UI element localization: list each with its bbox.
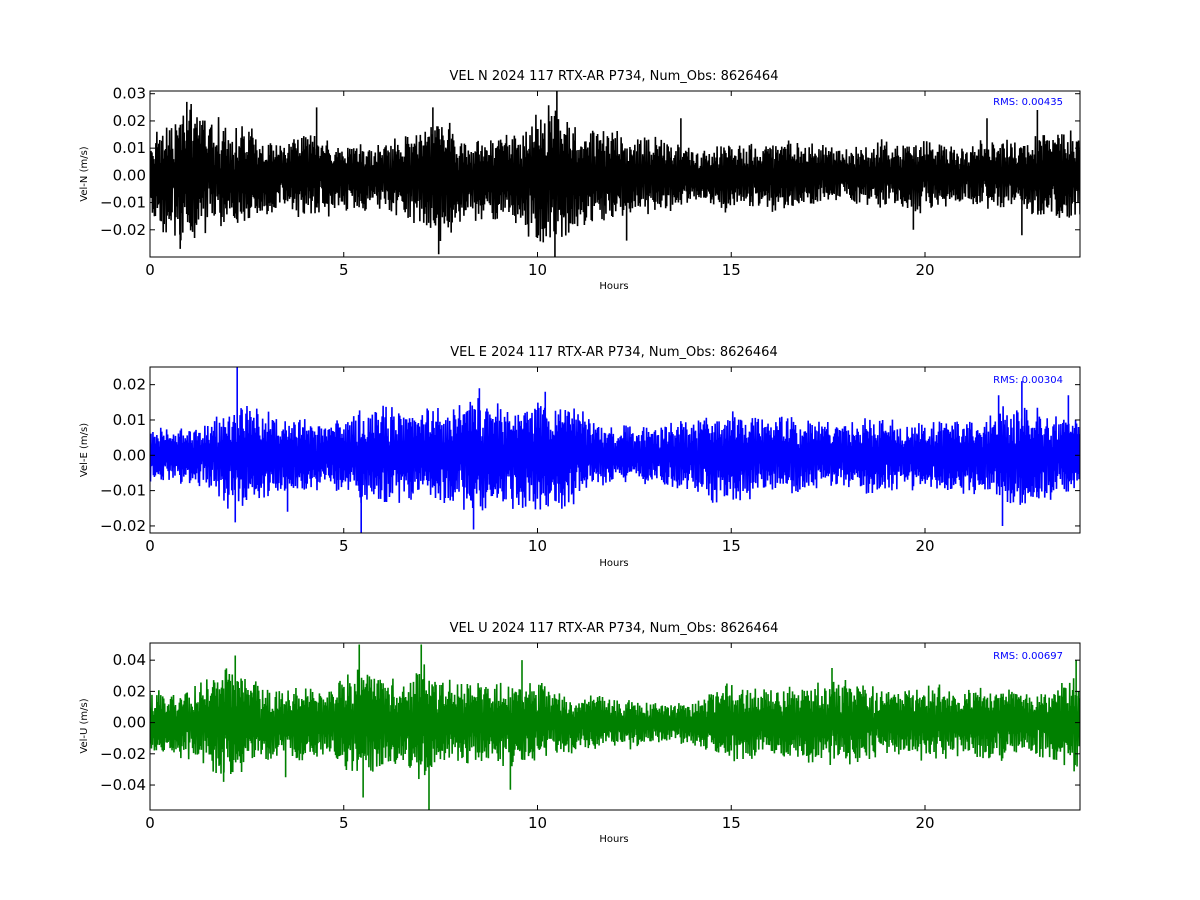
panel-title: VEL U 2024 117 RTX-AR P734, Num_Obs: 862… [450, 621, 779, 636]
x-tick-label: 20 [915, 261, 934, 279]
x-axis-label: Hours [599, 558, 628, 569]
series-line [150, 91, 1080, 257]
rms-label: RMS: 0.00304 [993, 375, 1063, 386]
plot-area: 0 5 10 15 20 −0.02 −0.01 0.00 0.01 0.02 0.03 [100, 85, 1081, 279]
x-tick-label: 10 [528, 261, 547, 279]
x-tick-label: 15 [722, 261, 741, 279]
y-axis-label: Vel-U (m/s) [79, 698, 90, 753]
y-axis-label: Vel-E (m/s) [79, 423, 90, 477]
y-tick-label: 0.01 [113, 139, 146, 157]
y-tick-label: 0.00 [113, 446, 146, 464]
rms-label: RMS: 0.00697 [993, 651, 1063, 662]
y-tick-label: 0.01 [113, 411, 146, 429]
y-tick-label: 0.02 [113, 682, 146, 700]
panel-vel-n: VEL N 2024 117 RTX-AR P734, Num_Obs: 862… [79, 69, 1081, 292]
plot-frame [149, 366, 1081, 534]
x-tick-label: 0 [145, 814, 155, 832]
y-tick-label: 0.03 [113, 85, 146, 103]
x-tick-label: 15 [722, 537, 741, 555]
y-tick-label: −0.04 [100, 776, 146, 794]
panel-vel-e: VEL E 2024 117 RTX-AR P734, Num_Obs: 862… [79, 345, 1081, 569]
x-tick-label: 10 [528, 814, 547, 832]
x-tick-label: 20 [915, 814, 934, 832]
y-tick-label: −0.02 [100, 517, 146, 535]
y-tick-label: 0.00 [113, 714, 146, 732]
plot-frame [149, 90, 1081, 258]
y-tick-label: 0.02 [113, 376, 146, 394]
x-tick-label: 0 [145, 537, 155, 555]
x-tick-label: 0 [145, 261, 155, 279]
y-tick-label: 0.02 [113, 112, 146, 130]
panel-vel-u: VEL U 2024 117 RTX-AR P734, Num_Obs: 862… [79, 621, 1081, 845]
x-axis-label: Hours [599, 834, 628, 845]
y-tick-label: −0.01 [100, 482, 146, 500]
rms-label: RMS: 0.00435 [993, 97, 1063, 108]
y-tick-label: −0.02 [100, 221, 146, 239]
y-tick-label: −0.02 [100, 745, 146, 763]
panel-title: VEL N 2024 117 RTX-AR P734, Num_Obs: 862… [450, 69, 779, 84]
x-tick-label: 5 [339, 261, 349, 279]
x-tick-label: 5 [339, 814, 349, 832]
plot-frame [149, 642, 1081, 811]
y-tick-label: 0.00 [113, 166, 146, 184]
plot-area: 0 5 10 15 20 −0.02 −0.01 0.00 0.01 0.02 [100, 366, 1081, 555]
plot-area: 0 5 10 15 20 −0.04 −0.02 0.00 0.02 0.04 [100, 642, 1081, 832]
x-tick-label: 15 [722, 814, 741, 832]
y-tick-label: 0.04 [113, 651, 146, 669]
x-tick-label: 5 [339, 537, 349, 555]
x-axis-label: Hours [599, 281, 628, 292]
panel-title: VEL E 2024 117 RTX-AR P734, Num_Obs: 862… [450, 345, 777, 360]
y-axis-label: Vel-N (m/s) [79, 146, 90, 201]
x-tick-label: 10 [528, 537, 547, 555]
y-tick-label: −0.01 [100, 194, 146, 212]
x-tick-label: 20 [915, 537, 934, 555]
series-line [150, 367, 1080, 533]
